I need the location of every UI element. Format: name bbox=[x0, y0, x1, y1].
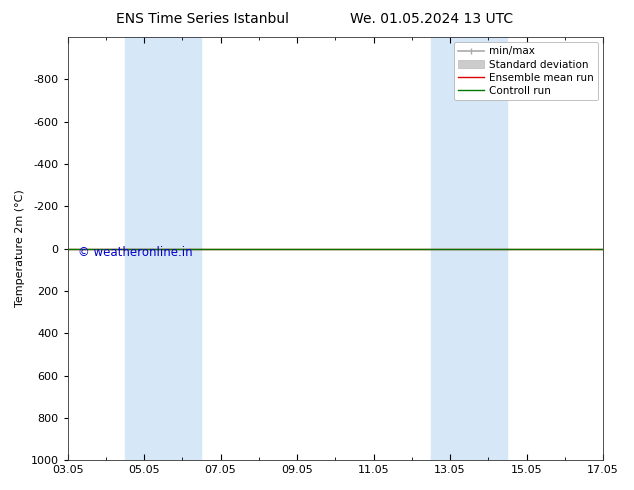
Text: © weatheronline.in: © weatheronline.in bbox=[78, 246, 193, 260]
Text: We. 01.05.2024 13 UTC: We. 01.05.2024 13 UTC bbox=[349, 12, 513, 26]
Text: ENS Time Series Istanbul: ENS Time Series Istanbul bbox=[117, 12, 289, 26]
Bar bbox=[125, 37, 202, 460]
Legend: min/max, Standard deviation, Ensemble mean run, Controll run: min/max, Standard deviation, Ensemble me… bbox=[453, 42, 598, 100]
Bar bbox=[431, 37, 507, 460]
Y-axis label: Temperature 2m (°C): Temperature 2m (°C) bbox=[15, 190, 25, 307]
